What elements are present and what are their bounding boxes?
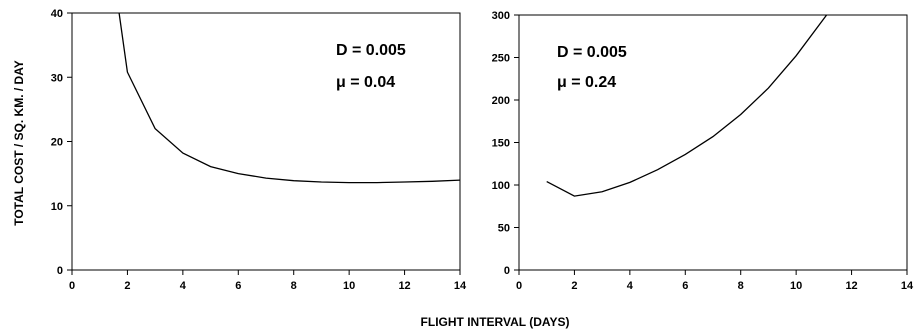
x-tick-label: 2 — [124, 280, 130, 292]
annotation-d: D = 0.005 — [557, 44, 627, 61]
x-tick-label: 0 — [69, 280, 75, 292]
y-tick-label: 300 — [492, 10, 510, 22]
y-tick-label: 100 — [492, 180, 510, 192]
series-line — [118, 13, 460, 184]
x-tick-label: 4 — [627, 280, 634, 292]
annotation-mu: μ = 0.24 — [557, 74, 616, 91]
series-line — [546, 15, 828, 197]
y-tick-label: 0 — [504, 265, 510, 277]
x-tick-label: 8 — [291, 280, 297, 292]
y-tick-label: 250 — [492, 53, 510, 65]
annotation-mu: μ = 0.04 — [336, 74, 395, 91]
x-tick-label: 14 — [901, 280, 914, 292]
x-tick-label: 8 — [738, 280, 744, 292]
y-axis-label: TOTAL COST / SQ. KM. / DAY — [12, 60, 26, 226]
x-tick-label: 6 — [682, 280, 688, 292]
x-tick-label: 2 — [571, 280, 577, 292]
y-tick-label: 50 — [498, 223, 510, 235]
x-tick-label: 12 — [845, 280, 857, 292]
right-chart-panel: 0 2 4 6 8 10 12 14 0 50 100 150 200 250 300 D = 0.005 μ … — [492, 10, 914, 292]
x-tick-label: 10 — [343, 280, 355, 292]
y-tick-label: 30 — [51, 72, 63, 84]
y-tick-label: 200 — [492, 95, 510, 107]
left-chart-panel: 0 2 4 6 8 10 12 14 0 10 20 30 40 D = 0.005 μ = 0.04 — [51, 8, 467, 292]
x-tick-label: 4 — [180, 280, 187, 292]
y-tick-label: 40 — [51, 8, 63, 20]
y-tick-label: 20 — [51, 137, 63, 149]
x-axis-label: FLIGHT INTERVAL (DAYS) — [421, 315, 570, 329]
y-tick-label: 10 — [51, 201, 63, 213]
x-tick-label: 10 — [790, 280, 802, 292]
x-tick-label: 6 — [235, 280, 241, 292]
annotation-d: D = 0.005 — [336, 42, 406, 59]
y-tick-label: 0 — [57, 265, 63, 277]
y-tick-label: 150 — [492, 138, 510, 150]
x-tick-label: 12 — [398, 280, 410, 292]
x-tick-label: 0 — [516, 280, 522, 292]
x-tick-label: 14 — [454, 280, 467, 292]
